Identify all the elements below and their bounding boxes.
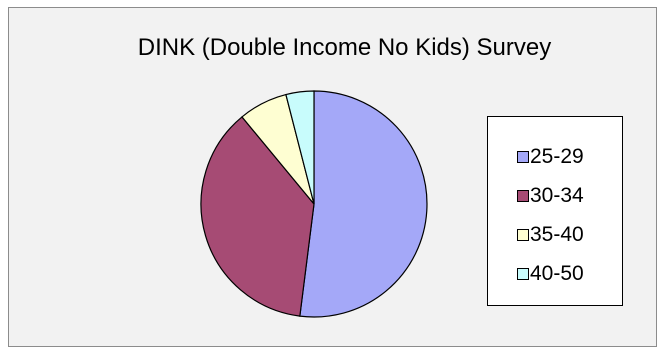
chart-area: DINK (Double Income No Kids) Survey 25-2… [8,7,657,347]
pie-slice-40-50 [285,90,315,205]
legend-label-40-50: 40-50 [530,262,584,285]
chart-title: DINK (Double Income No Kids) Survey [137,34,552,61]
legend-item-35-40: 35-40 [488,215,622,254]
legend-item-30-34: 30-34 [488,176,622,215]
pie-slice-25-29 [299,90,428,318]
legend-label-30-34: 30-34 [530,184,584,207]
legend-swatch-30-34 [517,190,529,202]
pie-slices [200,90,428,318]
legend-item-25-29: 25-29 [488,137,622,176]
legend-swatch-25-29 [517,151,529,163]
legend-label-25-29: 25-29 [530,145,584,168]
legend-swatch-35-40 [517,229,529,241]
legend: 25-29 30-34 35-40 40-50 [487,116,623,306]
legend-item-40-50: 40-50 [488,254,622,293]
pie-slice-30-34 [200,116,315,317]
legend-swatch-40-50 [517,268,529,280]
pie-chart [200,90,428,318]
legend-label-35-40: 35-40 [530,223,584,246]
